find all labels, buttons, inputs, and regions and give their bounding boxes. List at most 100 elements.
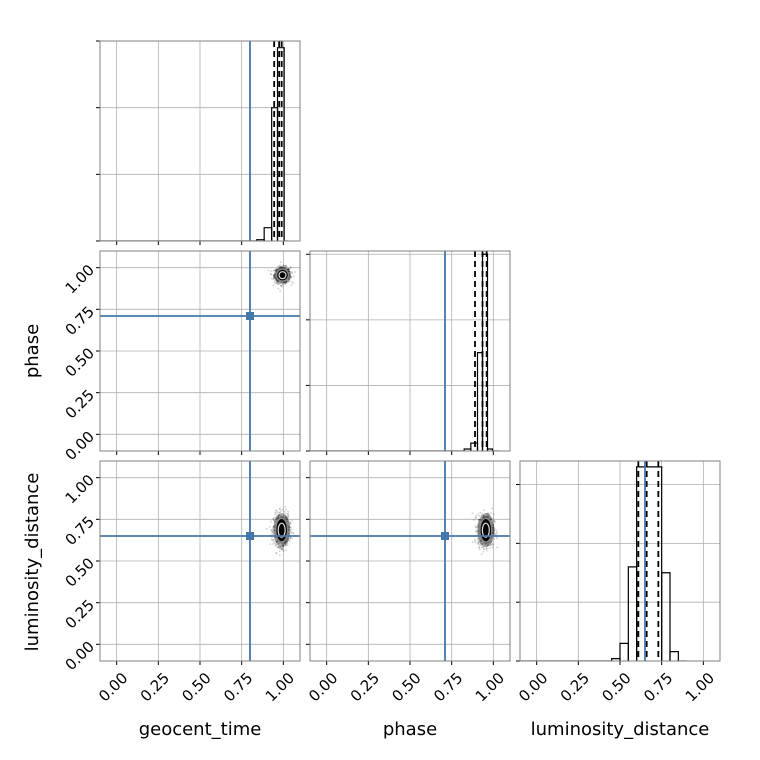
sample-point xyxy=(492,531,495,534)
sample-point xyxy=(285,508,288,511)
sample-point xyxy=(281,266,284,269)
sample-point xyxy=(287,514,290,517)
sample-point xyxy=(287,268,290,271)
sample-point xyxy=(284,266,286,269)
x-axis-label-phase: phase xyxy=(383,719,437,740)
sample-point xyxy=(493,519,496,522)
sample-point xyxy=(277,516,280,519)
sample-point xyxy=(476,525,479,527)
sample-point xyxy=(477,541,480,544)
sample-point xyxy=(271,536,273,539)
sample-point xyxy=(287,514,289,517)
sample-point xyxy=(277,287,280,290)
sample-point xyxy=(277,542,280,545)
sample-point xyxy=(489,544,492,547)
panel-frame xyxy=(309,460,511,662)
sample-point xyxy=(285,519,288,522)
sample-point xyxy=(277,283,280,286)
sample-point xyxy=(285,281,288,284)
sample-point xyxy=(493,527,496,530)
sample-point xyxy=(291,519,294,522)
sample-point xyxy=(477,526,480,529)
sample-point xyxy=(272,525,274,528)
sample-point xyxy=(477,532,480,535)
sample-point xyxy=(490,519,493,521)
sample-point xyxy=(486,544,489,547)
sample-point xyxy=(272,277,275,280)
sample-point xyxy=(278,508,281,511)
sample-point xyxy=(482,509,485,512)
sample-point xyxy=(492,543,495,546)
sample-point xyxy=(482,548,485,551)
sample-point xyxy=(273,532,276,535)
sample-point xyxy=(277,515,280,518)
sample-point xyxy=(493,537,496,540)
sample-point xyxy=(289,275,291,278)
sample-point xyxy=(290,284,293,287)
sample-point xyxy=(476,542,479,545)
sample-point xyxy=(276,517,279,520)
x-tick-label: 0.00 xyxy=(515,669,551,705)
sample-point xyxy=(476,539,479,542)
sample-point xyxy=(288,526,291,529)
sample-point xyxy=(282,550,285,553)
sample-point xyxy=(277,282,280,285)
sample-point xyxy=(287,521,290,524)
sample-point xyxy=(277,546,279,549)
sample-point xyxy=(287,268,290,270)
sample-point xyxy=(274,269,277,272)
sample-point xyxy=(272,519,275,522)
sample-point xyxy=(274,269,277,271)
sample-point xyxy=(282,545,284,548)
sample-point xyxy=(475,526,478,529)
sample-point xyxy=(477,518,480,521)
sample-point xyxy=(274,509,277,512)
sample-point xyxy=(282,266,285,269)
sample-point xyxy=(284,541,286,544)
sample-point xyxy=(496,531,499,534)
y-tick-label: 0.00 xyxy=(62,638,98,674)
histogram-bin xyxy=(263,227,273,241)
sample-point xyxy=(288,270,291,272)
sample-point xyxy=(283,281,286,284)
sample-point xyxy=(288,280,290,283)
panel-2-0: 0.000.250.500.751.000.00 0.25 0.50 0.75 1.00 xyxy=(62,460,301,705)
sample-point xyxy=(278,266,281,269)
sample-point xyxy=(478,515,481,517)
sample-point xyxy=(277,281,280,283)
panel-plot-area xyxy=(310,251,510,451)
sample-point xyxy=(283,267,286,269)
sample-point xyxy=(275,515,278,518)
x-tick-label: 0.25 xyxy=(137,669,173,705)
sample-point xyxy=(492,513,495,515)
sample-point xyxy=(275,269,278,272)
sample-point xyxy=(289,266,292,268)
sample-point xyxy=(279,546,282,549)
sample-point xyxy=(477,530,479,533)
sample-point xyxy=(278,267,281,269)
sample-point xyxy=(292,532,295,535)
sample-point xyxy=(283,510,286,513)
sample-point xyxy=(280,266,282,268)
sample-point xyxy=(482,516,485,519)
panel-0-0 xyxy=(96,40,301,245)
sample-point xyxy=(284,542,287,545)
sample-point xyxy=(477,519,480,522)
sample-point xyxy=(289,522,292,525)
sample-point xyxy=(275,551,278,554)
histogram-bin xyxy=(669,650,679,661)
sample-point xyxy=(275,268,278,271)
sample-point xyxy=(274,277,276,279)
sample-point xyxy=(279,546,282,549)
sample-point xyxy=(276,282,279,285)
sample-point xyxy=(276,281,278,284)
sample-point xyxy=(289,521,292,524)
sample-point xyxy=(278,550,281,552)
sample-point xyxy=(289,267,292,270)
sample-point xyxy=(285,549,288,552)
sample-point xyxy=(492,532,494,534)
sample-point xyxy=(485,515,488,518)
sample-point xyxy=(493,528,496,531)
sample-point xyxy=(482,546,485,549)
sample-point xyxy=(477,522,480,524)
